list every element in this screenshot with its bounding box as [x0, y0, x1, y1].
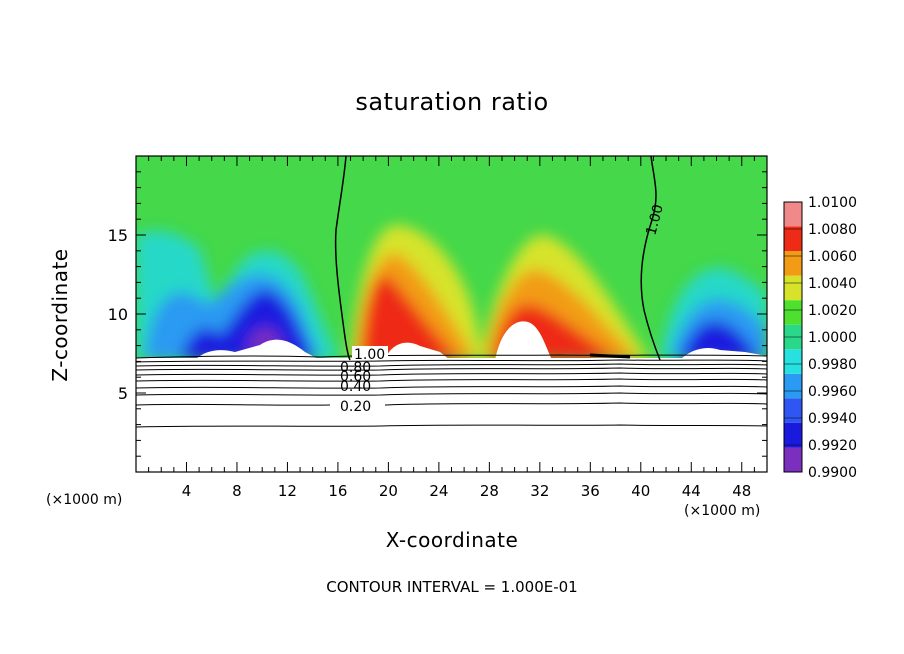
colorbar-label: 0.9920: [808, 438, 857, 454]
colorbar: 0.9900 0.9920 0.9940 0.9960 0.9980 1.0000 1.00…: [783, 195, 857, 481]
x-tick-label: 16: [328, 482, 347, 500]
x-tick-label: 20: [379, 482, 398, 500]
x-axis-label: X-coordinate: [385, 528, 519, 552]
y-tick-label: 10: [108, 305, 128, 324]
chart-title: saturation ratio: [355, 88, 549, 116]
colorbar-label: 0.9980: [808, 357, 857, 373]
x-tick-label: 48: [732, 482, 751, 500]
contour-labels: 1.00 1.00 0.80 0.60 0.40 0.20: [340, 203, 667, 415]
contour-label-0.20: 0.20: [340, 399, 371, 415]
colorbar-swatch: [784, 300, 802, 325]
colorbar-swatch: [784, 398, 802, 423]
y-tick-label: 15: [108, 226, 128, 245]
colorbar-label: 0.9940: [808, 411, 857, 427]
contour-label-0.40: 0.40: [340, 379, 371, 395]
y-axis-ticks: 5 10 15: [108, 171, 767, 457]
x-unit-label-right: (×1000 m): [684, 503, 761, 519]
colorbar-swatch: [784, 275, 802, 301]
colorbar-swatch: [784, 373, 802, 399]
x-tick-label: 44: [682, 482, 701, 500]
colorbar-label: 0.9960: [808, 384, 857, 400]
colorbar-label: 1.0040: [808, 276, 857, 292]
x-tick-label: 40: [631, 482, 650, 500]
colorbar-label: 1.0080: [808, 222, 857, 238]
contour-lines: [136, 156, 767, 428]
x-tick-label: 8: [232, 482, 242, 500]
field-region-white-right: [680, 348, 767, 360]
colorbar-label: 1.0100: [808, 195, 857, 211]
x-tick-label: 12: [278, 482, 297, 500]
x-tick-label: 32: [530, 482, 549, 500]
contour-line-1.00-left: [334, 156, 351, 361]
colorbar-label: 1.0020: [808, 303, 857, 319]
lower-region-background: [136, 358, 767, 472]
colorbar-swatch: [784, 349, 802, 374]
colorbar-swatch: [784, 202, 802, 227]
contour-line-1.00-right: [640, 156, 661, 361]
x-tick-label: 24: [429, 482, 448, 500]
field-region-red-1: [362, 276, 460, 360]
colorbar-label: 1.0060: [808, 249, 857, 265]
contour-label-1.00-right: 1.00: [643, 203, 667, 237]
colorbar-swatch: [784, 422, 802, 448]
colorbar-swatch: [784, 447, 802, 472]
contour-label-1.00-left: 1.00: [354, 347, 385, 363]
x-tick-label: 4: [182, 482, 192, 500]
x-tick-label: 28: [480, 482, 499, 500]
saturation-field: [136, 156, 767, 472]
contour-label-0.80: 0.80: [340, 360, 371, 376]
colorbar-swatch: [784, 226, 802, 252]
colorbar-label: 1.0000: [808, 330, 857, 346]
y-tick-label: 5: [118, 384, 128, 403]
colorbar-swatch: [784, 251, 802, 276]
colorbar-label: 0.9900: [808, 465, 857, 481]
x-unit-label-left: (×1000 m): [46, 492, 123, 508]
field-region-white-2: [495, 321, 552, 360]
contour-interval-note: CONTOUR INTERVAL = 1.000E-01: [326, 578, 578, 596]
x-axis-ticks: 4 8 12 16 20 24 28 32 36 40 44 48: [148, 156, 755, 500]
contour-label-0.60: 0.60: [340, 369, 371, 385]
field-region-white-left: [195, 339, 320, 360]
x-tick-label: 36: [581, 482, 600, 500]
